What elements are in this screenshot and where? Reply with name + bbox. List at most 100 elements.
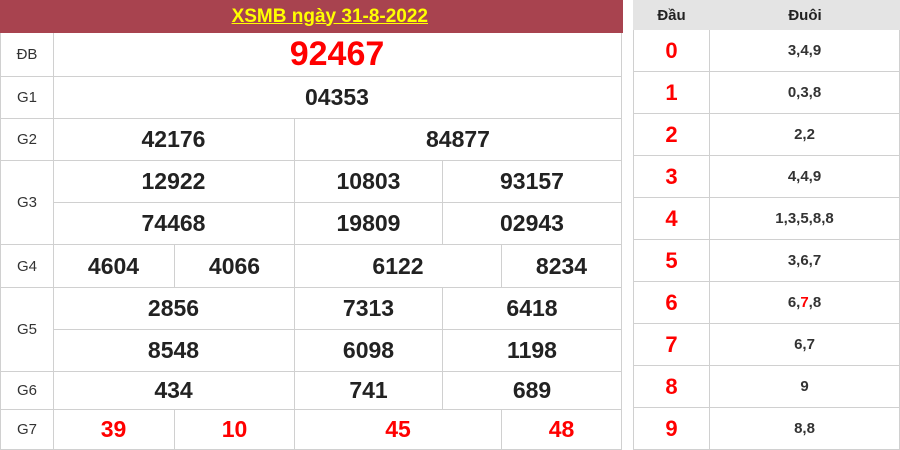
prize-number: 689 — [443, 372, 622, 410]
separator: , — [796, 42, 801, 59]
separator: , — [796, 210, 801, 227]
tail-digit: 9 — [800, 378, 809, 395]
loto-tail: 1,3,5,8,8 — [710, 198, 900, 240]
prize-number: 48 — [502, 410, 622, 450]
separator: , — [796, 168, 801, 185]
loto-head: 2 — [633, 114, 710, 156]
tail-digit: 6 — [787, 294, 797, 311]
prize-number: 434 — [53, 372, 295, 410]
prize-label: G6 — [0, 372, 54, 410]
prize-number: 8234 — [502, 245, 622, 288]
prize-number: 19809 — [295, 203, 443, 245]
separator: , — [802, 336, 807, 353]
tail-digit: 2 — [806, 126, 815, 143]
separator: , — [808, 168, 813, 185]
tail-digit: 3 — [787, 210, 797, 227]
prize-number: 4066 — [175, 245, 295, 288]
tail-digit: 6 — [800, 252, 809, 269]
prize-label: G4 — [0, 245, 54, 288]
prize-label: G2 — [0, 119, 54, 161]
separator: , — [802, 420, 807, 437]
prize-number: 1198 — [443, 330, 622, 372]
separator: , — [808, 42, 813, 59]
prize-label: G3 — [0, 161, 54, 245]
prize-number: 6122 — [295, 245, 502, 288]
separator: , — [808, 252, 813, 269]
tail-digit: 2 — [794, 126, 803, 143]
prize-number: 2856 — [53, 288, 295, 330]
prize-number: 45 — [295, 410, 502, 450]
tail-digit: 0 — [787, 84, 797, 101]
tail-digit: 3 — [787, 42, 797, 59]
separator: , — [796, 84, 801, 101]
results-header: XSMB ngày 31-8-2022 — [0, 0, 623, 33]
prize-number: 8548 — [53, 330, 295, 372]
prize-number: 92467 — [53, 33, 622, 77]
prize-number: 39 — [53, 410, 175, 450]
prize-label: ĐB — [0, 33, 54, 77]
prize-number: 93157 — [443, 161, 622, 203]
separator: , — [802, 126, 807, 143]
loto-tail: 3,6,7 — [710, 240, 900, 282]
loto-head: 6 — [633, 282, 710, 324]
tail-digit: 7 — [812, 252, 822, 269]
tail-digit: 7 — [800, 294, 809, 311]
loto-head: 7 — [633, 324, 710, 366]
prize-number: 10 — [175, 410, 295, 450]
separator: , — [808, 294, 813, 311]
tail-digit: 3 — [787, 252, 797, 269]
tail-digit: 5 — [800, 210, 809, 227]
tail-digit: 8 — [812, 210, 822, 227]
prize-number: 6418 — [443, 288, 622, 330]
loto-tail: 2,2 — [710, 114, 900, 156]
tail-digit: 8 — [825, 210, 834, 227]
prize-number: 84877 — [295, 119, 622, 161]
tail-digit: 8 — [806, 420, 815, 437]
loto-head: 4 — [633, 198, 710, 240]
prize-number: 42176 — [53, 119, 295, 161]
prize-number: 04353 — [53, 77, 622, 119]
loto-head: 8 — [633, 366, 710, 408]
loto-tail: 9 — [710, 366, 900, 408]
loto-head: 1 — [633, 72, 710, 114]
prize-number: 7313 — [295, 288, 443, 330]
prize-number: 4604 — [53, 245, 175, 288]
tail-digit: 9 — [812, 42, 822, 59]
tail-digit: 8 — [794, 420, 803, 437]
tail-digit: 4 — [800, 168, 809, 185]
results-title[interactable]: XSMB ngày 31-8-2022 — [231, 5, 428, 27]
prize-number: 6098 — [295, 330, 443, 372]
prize-label: G7 — [0, 410, 54, 450]
prize-label: G1 — [0, 77, 54, 119]
prize-number: 74468 — [53, 203, 295, 245]
prize-number: 02943 — [443, 203, 622, 245]
separator: , — [796, 294, 801, 311]
tail-digit: 1 — [775, 210, 784, 227]
tail-digit: 4 — [800, 42, 809, 59]
loto-head: 0 — [633, 30, 710, 72]
tail-digit: 4 — [787, 168, 797, 185]
separator: , — [808, 84, 813, 101]
separator: , — [808, 210, 813, 227]
loto-tail: 4,4,9 — [710, 156, 900, 198]
loto-tail-header: Đuôi — [710, 0, 900, 30]
prize-number: 12922 — [53, 161, 295, 203]
loto-head: 9 — [633, 408, 710, 450]
tail-digit: 9 — [812, 168, 822, 185]
loto-head: 3 — [633, 156, 710, 198]
loto-head-header: Đầu — [633, 0, 710, 30]
loto-tail: 8,8 — [710, 408, 900, 450]
loto-tail: 0,3,8 — [710, 72, 900, 114]
loto-tail: 6,7,8 — [710, 282, 900, 324]
tail-digit: 8 — [812, 294, 822, 311]
tail-digit: 6 — [794, 336, 803, 353]
loto-tail: 6,7 — [710, 324, 900, 366]
separator: , — [783, 210, 788, 227]
tail-digit: 7 — [806, 336, 815, 353]
separator: , — [821, 210, 826, 227]
separator: , — [796, 252, 801, 269]
prize-label: G5 — [0, 288, 54, 372]
loto-tail: 3,4,9 — [710, 30, 900, 72]
tail-digit: 3 — [800, 84, 809, 101]
prize-number: 741 — [295, 372, 443, 410]
